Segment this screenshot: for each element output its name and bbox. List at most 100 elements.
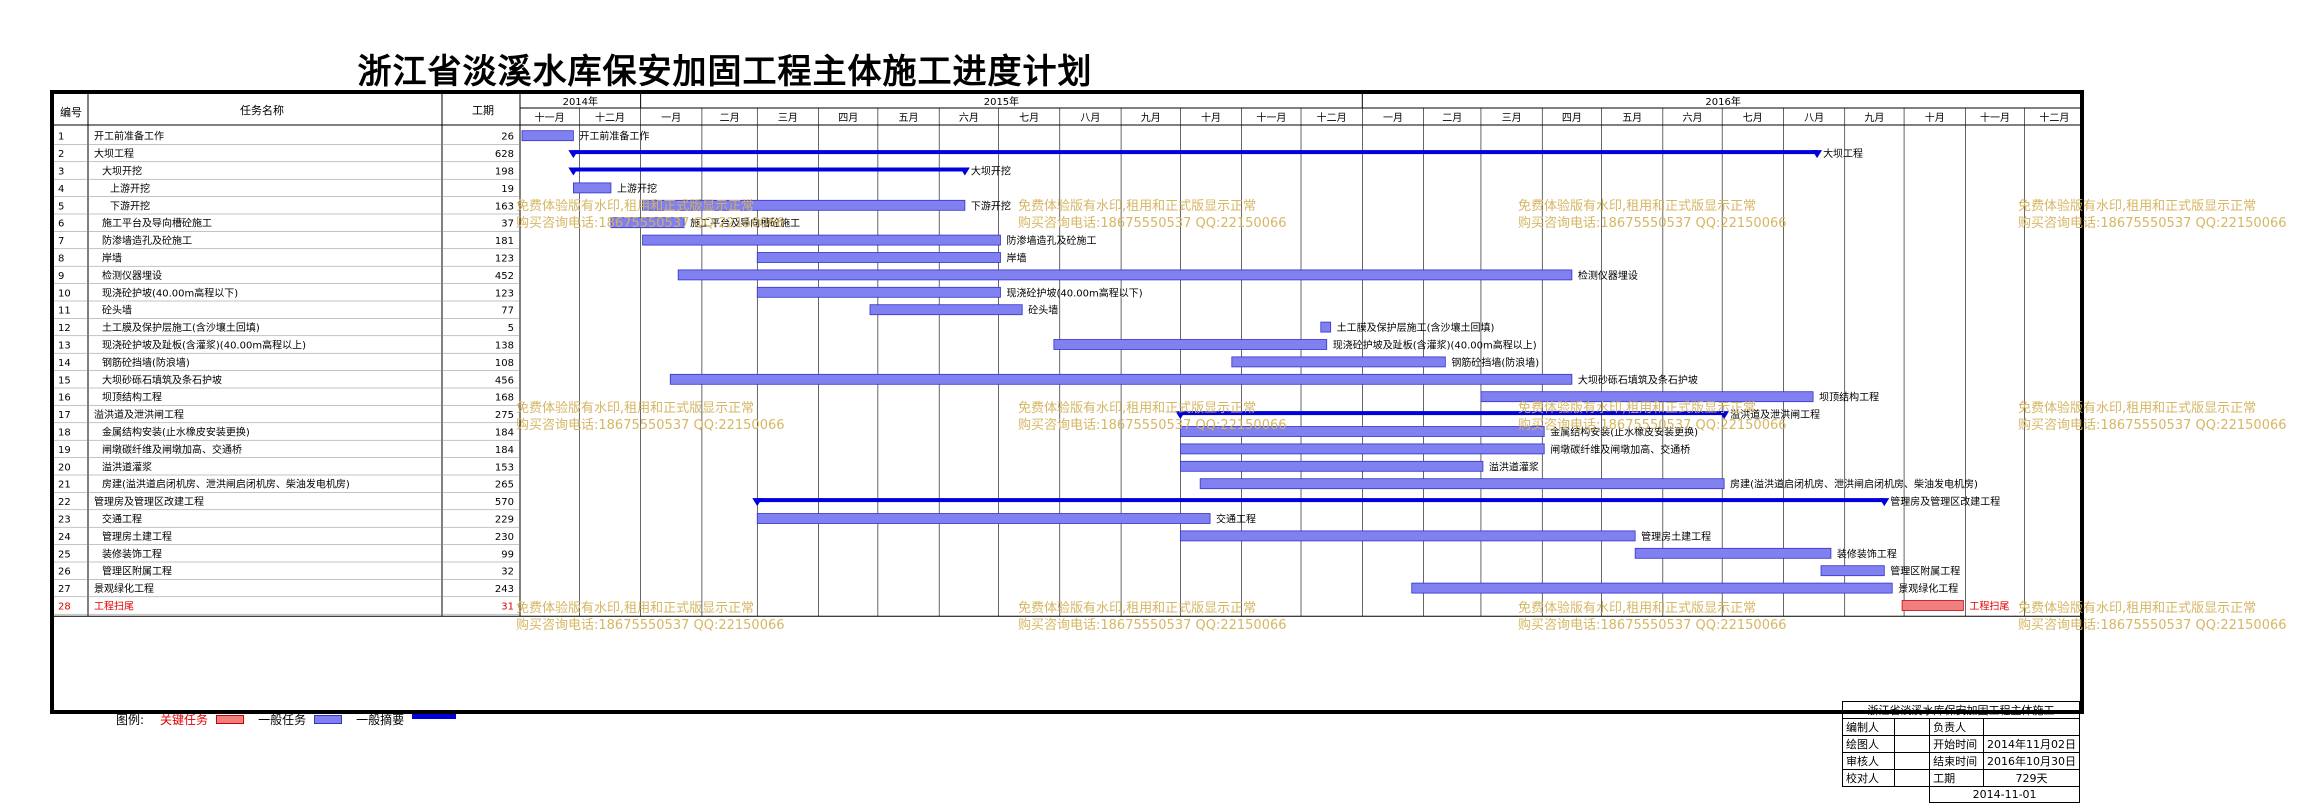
task-duration: 168: [495, 393, 514, 404]
info-cell: 开始时间: [1929, 735, 1984, 753]
month-label: 十月: [1201, 111, 1221, 124]
summary-end-marker: [959, 167, 970, 176]
task-name: 工程扫尾: [94, 600, 134, 613]
info-cell: 结束时间: [1929, 752, 1984, 770]
legend-critical-swatch: [216, 714, 245, 724]
summary-bar: [573, 167, 965, 172]
legend-critical: 关键任务: [160, 711, 245, 728]
summary-end-marker: [1879, 498, 1890, 507]
month-label: 二月: [1442, 112, 1462, 124]
task-bar: [642, 234, 1001, 246]
task-name: 检测仪器埋设: [102, 269, 162, 282]
bar-label: 大坝砂砾石填筑及条石护坡: [1578, 373, 1698, 386]
task-bar: [572, 182, 612, 194]
task-id: 3: [58, 167, 64, 178]
task-duration: 628: [495, 149, 514, 160]
task-duration: 99: [501, 549, 514, 560]
month-label: 三月: [1502, 112, 1522, 124]
summary-bar: [757, 498, 1885, 503]
month-label: 九月: [1864, 112, 1884, 124]
year-label: 2014年: [563, 95, 598, 108]
task-duration: 5: [508, 323, 514, 334]
month-label: 三月: [778, 112, 798, 124]
task-duration: 19: [501, 184, 514, 195]
task-name: 闸墩碳纤维及闸墩加高、交通桥: [102, 443, 242, 456]
task-id: 17: [58, 410, 71, 421]
task-name: 溢洪道灌浆: [102, 460, 152, 473]
task-name: 开工前准备工作: [94, 130, 164, 143]
task-name: 现浇砼护坡(40.00m高程以下): [102, 286, 238, 299]
month-label: 十一月: [1256, 111, 1286, 124]
task-name: 坝顶结构工程: [102, 391, 162, 404]
bar-label: 大坝开挖: [971, 165, 1011, 178]
task-name: 大坝砂砾石填筑及条石护坡: [102, 373, 222, 386]
bar-label: 上游开挖: [617, 182, 657, 195]
month-label: 九月: [1141, 112, 1161, 124]
task-id: 14: [58, 358, 71, 369]
year-label: 2016年: [1705, 95, 1740, 108]
legend-normal-label: 一般任务: [258, 712, 307, 727]
bar-label: 景观绿化工程: [1898, 582, 1958, 595]
info-date: 2014-11-01: [1929, 786, 2080, 803]
task-duration: 570: [495, 497, 514, 508]
task-bar: [1199, 478, 1725, 490]
bar-label: 下游开挖: [971, 199, 1011, 212]
bar-label: 管理房及管理区改建工程: [1890, 495, 2000, 508]
bar-label: 管理房土建工程: [1641, 530, 1711, 543]
month-label: 十二月: [2039, 111, 2069, 124]
bar-label: 金属结构安装(止水橡皮安装更换): [1550, 426, 1698, 439]
task-duration: 77: [501, 306, 514, 317]
summary-bar: [1180, 411, 1725, 416]
task-name: 管理房土建工程: [102, 530, 172, 543]
task-duration: 163: [495, 201, 514, 212]
bar-label: 钢筋砼挡墙(防浪墙): [1451, 356, 1539, 369]
bar-label: 管理区附属工程: [1890, 565, 1960, 578]
info-cell: 工期: [1929, 769, 1984, 787]
task-id: 15: [58, 375, 71, 386]
task-bar: [677, 269, 1573, 281]
summary-start-marker: [752, 498, 763, 507]
info-cell: 绘图人: [1842, 735, 1895, 753]
summary-start-marker: [568, 167, 579, 176]
task-duration: 26: [501, 132, 514, 143]
task-name: 下游开挖: [110, 199, 150, 212]
bar-label: 装修装饰工程: [1837, 547, 1897, 560]
task-bar: [1179, 443, 1545, 455]
task-name: 大坝工程: [94, 147, 134, 160]
task-bar: [610, 217, 685, 229]
year-label: 2015年: [984, 95, 1019, 108]
month-label: 十一月: [535, 111, 565, 124]
task-duration: 456: [495, 375, 514, 386]
task-duration: 138: [495, 341, 514, 352]
task-bar: [1179, 426, 1545, 437]
page-title: 浙江省淡溪水库保安加固工程主体施工进度计划: [357, 52, 1093, 92]
task-bar: [1634, 547, 1832, 559]
info-table: 浙江省淡溪水库保安加固工程主体施工 编制人 负责人 绘图人 开始时间 2014年…: [1842, 701, 2081, 803]
task-duration: 275: [495, 410, 514, 421]
task-duration: 230: [495, 532, 514, 543]
task-name: 岸墙: [102, 252, 122, 265]
task-name: 砼头墙: [102, 304, 132, 317]
task-bar: [1231, 356, 1446, 368]
task-id: 28: [58, 602, 71, 613]
info-cell: [1893, 769, 1931, 787]
task-id: 13: [58, 341, 71, 352]
task-name: 钢筋砼挡墙(防浪墙): [102, 356, 190, 369]
month-label: 四月: [1562, 112, 1582, 124]
info-cell: 校对人: [1842, 769, 1895, 787]
task-duration: 123: [495, 254, 514, 265]
task-id: 1: [58, 132, 64, 143]
task-name: 现浇砼护坡及趾板(含灌浆)(40.00m高程以上): [102, 339, 306, 352]
month-label: 八月: [1804, 112, 1824, 124]
bar-label: 大坝工程: [1823, 147, 1863, 160]
task-id: 16: [58, 393, 71, 404]
task-name: 房建(溢洪道启闭机房、泄洪闸启闭机房、柴油发电机房): [102, 478, 350, 491]
task-name: 景观绿化工程: [94, 582, 154, 595]
task-bar: [669, 373, 1573, 385]
bar-label: 溢洪道及泄洪闸工程: [1730, 408, 1820, 421]
month-label: 一月: [661, 112, 681, 124]
month-label: 八月: [1080, 112, 1100, 124]
task-bar: [1320, 321, 1332, 333]
task-id: 18: [58, 428, 71, 439]
bar-label: 施工平台及导向槽砼施工: [690, 217, 800, 230]
